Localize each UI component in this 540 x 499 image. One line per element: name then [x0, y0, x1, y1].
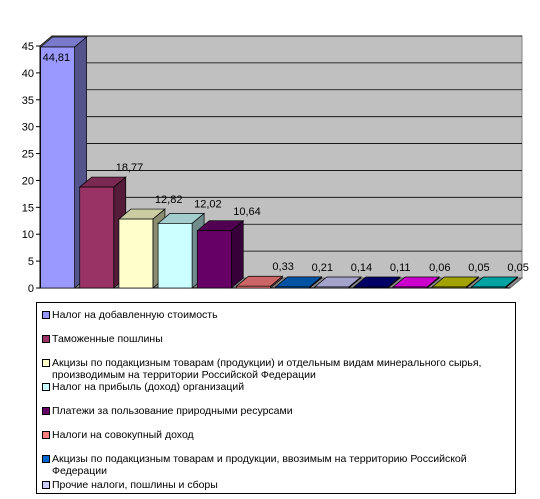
gridline [39, 35, 522, 47]
legend-swatch [42, 383, 50, 391]
data-label: 0,33 [272, 261, 293, 273]
legend-swatch [42, 431, 50, 439]
y-tick-label: 25 [22, 149, 34, 161]
data-label: 18,77 [116, 162, 144, 174]
legend-label: Налог на прибыль (доход) организаций [52, 381, 245, 393]
bar [353, 286, 389, 289]
chart-legend: Налог на добавленную стоимость Таможенны… [36, 302, 516, 494]
bar [40, 46, 75, 289]
bar [471, 286, 506, 289]
bar [157, 223, 193, 289]
data-label: 44,81 [43, 52, 71, 64]
data-label: 0,14 [351, 262, 372, 274]
bar [431, 286, 467, 289]
data-label: 10,64 [233, 206, 261, 218]
y-tick-label: 0 [28, 283, 34, 295]
bar-chart: 0 5 10 15 20 25 30 35 40 45 44,81 18,77 12,82 12,02 10… [22, 34, 529, 295]
legend-swatch [42, 359, 50, 367]
bar [118, 218, 154, 289]
legend-swatch [42, 311, 50, 319]
y-tick-label: 45 [22, 41, 34, 53]
legend-label: Акцизы по подакцизным товарам и продукци… [52, 453, 467, 477]
data-label: 0,05 [468, 262, 489, 274]
data-label: 0,05 [507, 262, 528, 274]
legend-swatch [42, 335, 50, 343]
legend-label: Акцизы по подакцизным товарам (продукции… [52, 357, 482, 381]
bar [275, 286, 310, 289]
bar [236, 285, 271, 289]
legend-label: Налоги на совокупный доход [52, 429, 194, 441]
y-tick-label: 20 [22, 175, 34, 187]
legend-swatch [42, 407, 50, 415]
legend-swatch [42, 481, 50, 489]
y-tick-label: 35 [22, 95, 34, 107]
legend-label: Платежи за пользование природными ресурс… [52, 405, 293, 417]
data-label: 12,82 [155, 194, 183, 206]
data-label: 0,06 [429, 262, 450, 274]
legend-label: Налог на добавленную стоимость [52, 309, 218, 321]
y-tick-label: 5 [28, 256, 34, 268]
legend-label: Прочие налоги, пошлины и сборы [52, 479, 218, 491]
data-label: 0,21 [312, 262, 333, 274]
legend-swatch [42, 455, 50, 463]
legend-label: Таможенные пошлины [52, 333, 163, 345]
data-label: 0,11 [390, 262, 411, 274]
bar [392, 286, 428, 289]
y-tick-label: 10 [22, 229, 34, 241]
bar [314, 286, 350, 289]
bar [79, 186, 115, 289]
y-tick-label: 15 [22, 202, 34, 214]
bar-side [230, 220, 244, 289]
y-tick-label: 30 [22, 122, 34, 134]
bar [196, 230, 232, 289]
data-label: 12,02 [194, 198, 222, 210]
y-tick-label: 40 [22, 68, 34, 80]
